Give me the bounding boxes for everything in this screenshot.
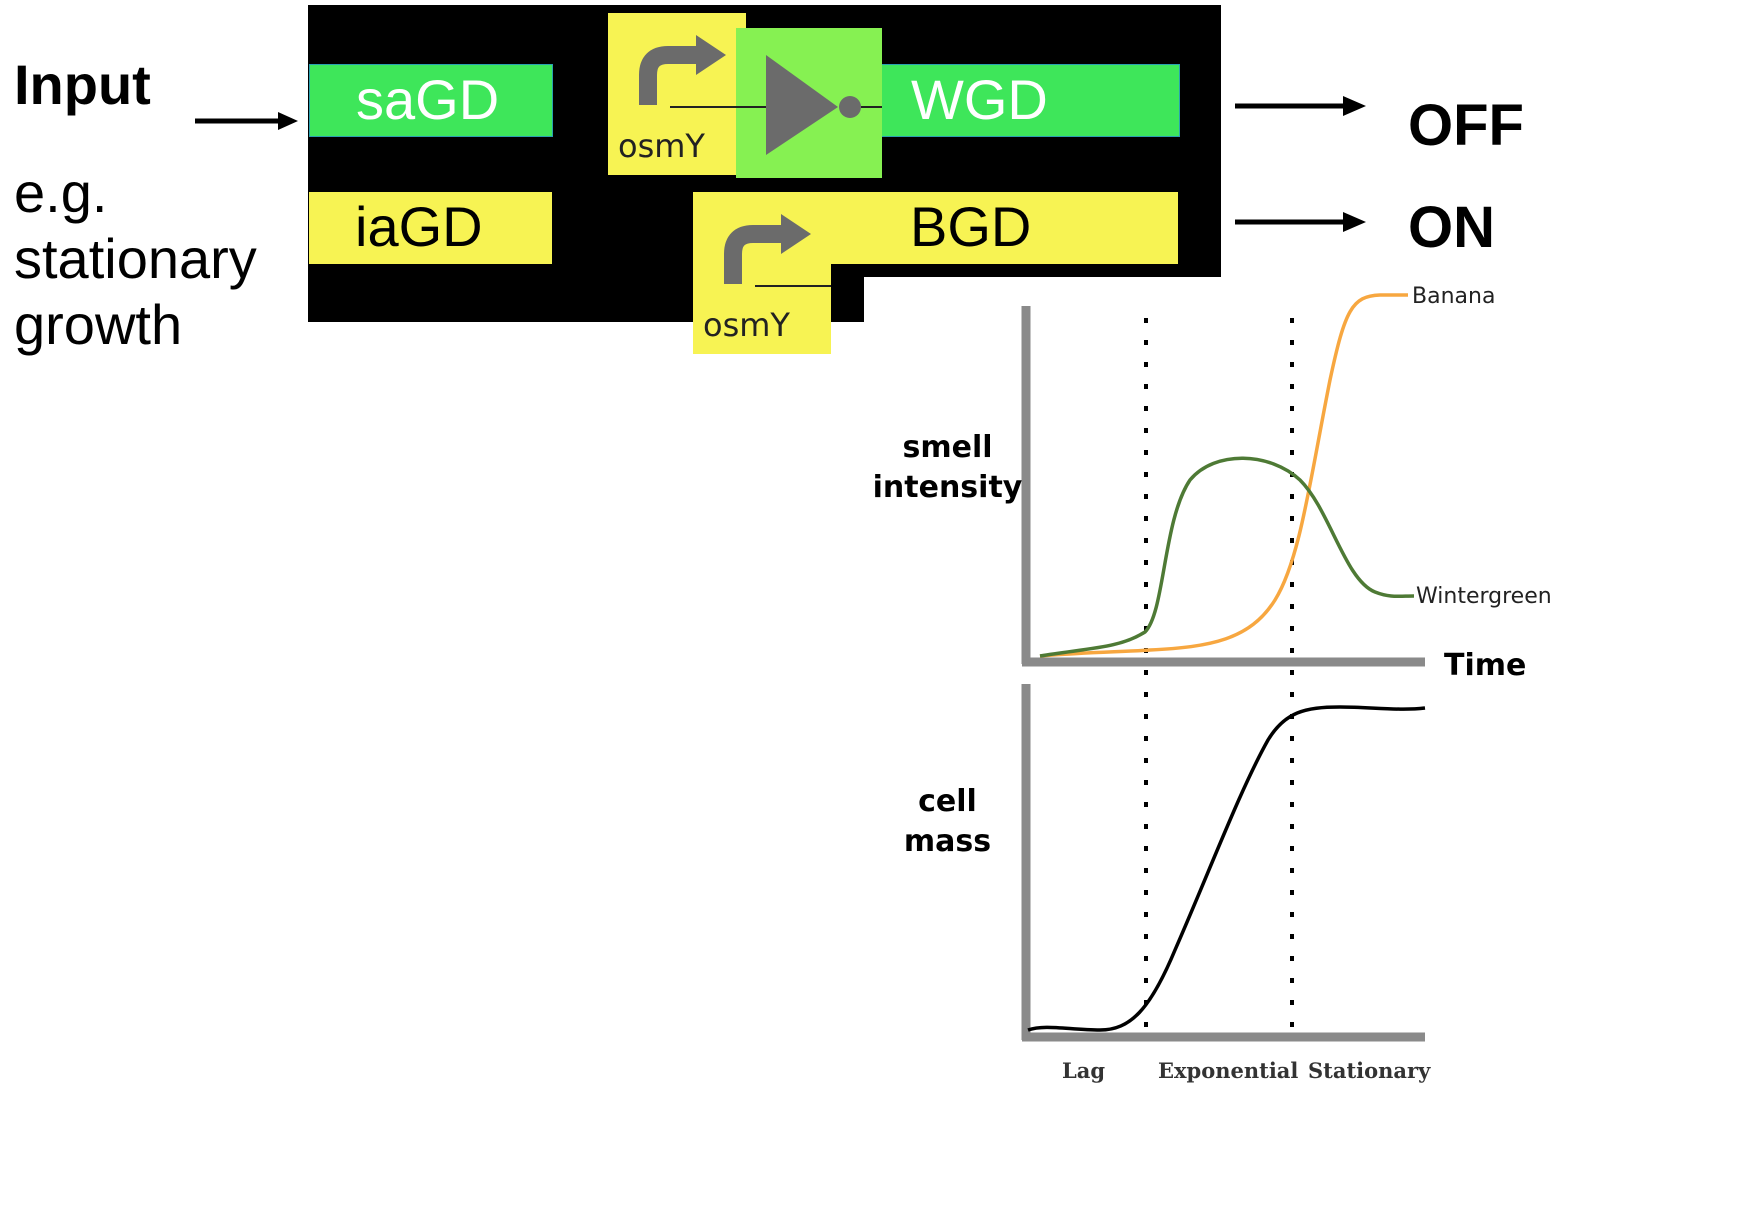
right-arrow-icon <box>1235 212 1366 232</box>
promoter-top: osmY <box>608 13 746 175</box>
mass-ylabel-line1: cell <box>918 784 977 819</box>
mass-ylabel: cell mass <box>870 782 1025 862</box>
gene-label-wgd: WGD <box>911 67 1048 131</box>
input-example-3: growth <box>14 293 183 356</box>
gene-label-bgd: BGD <box>910 195 1032 259</box>
time-axis-label: Time <box>1444 648 1527 683</box>
wintergreen-curve <box>1039 456 1415 658</box>
gene-bar-iagd: iaGD <box>309 192 552 264</box>
legend-wintergreen: Wintergreen <box>1416 584 1552 609</box>
gene-label-sagd: saGD <box>356 67 500 131</box>
mass-ylabel-line2: mass <box>903 824 992 859</box>
promoter-label-top: osmY <box>618 127 705 165</box>
smell-ylabel-line2: intensity <box>872 470 1023 505</box>
input-example-2: stationary <box>14 227 257 290</box>
phase-label-lag: Lag <box>1062 1058 1106 1083</box>
right-arrow-icon <box>195 112 298 130</box>
gene-bar-sagd: saGD <box>309 64 553 137</box>
not-gate-icon <box>736 55 882 155</box>
promoter-bottom: osmY <box>693 192 831 354</box>
gene-label-iagd: iaGD <box>355 195 483 259</box>
legend-banana: Banana <box>1412 284 1496 309</box>
promoter-label-bottom: osmY <box>703 306 790 344</box>
input-title: Input <box>14 53 151 116</box>
phase-label-exponential: Exponential <box>1158 1058 1299 1083</box>
output-state-off: OFF <box>1408 93 1524 158</box>
banana-curve <box>1039 293 1408 658</box>
gene-bar-bgd: BGD <box>830 192 1178 264</box>
output-state-on: ON <box>1408 195 1495 260</box>
cell-mass-curve <box>1027 705 1426 1032</box>
input-example-1: e.g. <box>14 161 108 224</box>
bent-arrow-promoter-icon <box>639 35 746 108</box>
gene-bar-wgd: WGD <box>880 64 1180 137</box>
right-arrow-icon <box>1235 96 1366 116</box>
smell-ylabel-line1: smell <box>902 430 993 465</box>
smell-ylabel: smell intensity <box>870 428 1025 508</box>
phase-label-stationary: Stationary <box>1308 1058 1431 1083</box>
bent-arrow-promoter-icon <box>724 214 831 287</box>
inverter-block <box>736 28 882 178</box>
